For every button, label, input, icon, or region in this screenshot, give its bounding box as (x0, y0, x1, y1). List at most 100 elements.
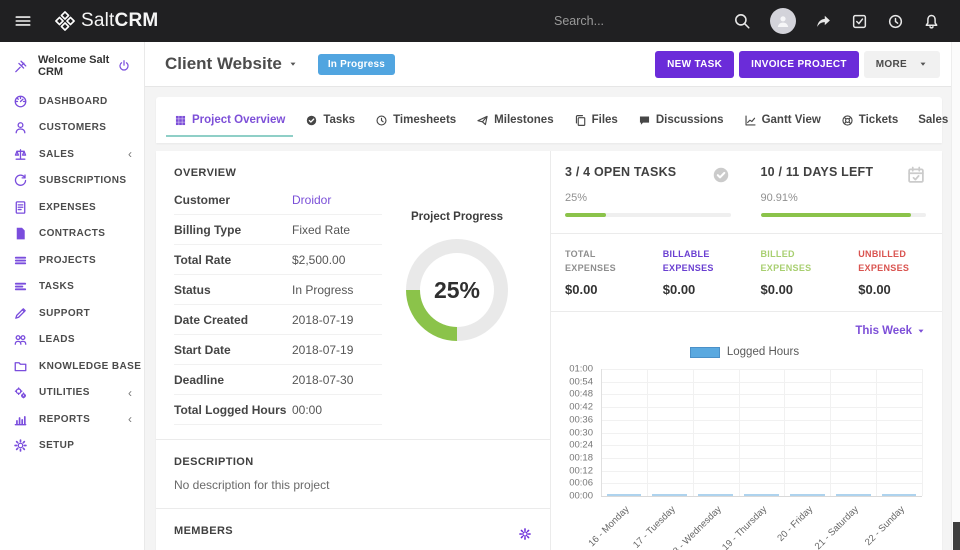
overview-panel: OVERVIEW Customer Droidor Billing Type Fix… (156, 151, 550, 439)
overview-left-column: OVERVIEW Customer Droidor Billing Type Fix… (156, 151, 551, 550)
stats-row: 3 / 4 OPEN TASKS 25% 10 / 11 DAYS LEFT 9… (551, 151, 942, 234)
more-caret-icon (918, 59, 928, 69)
sidebar-item-knowledge-base[interactable]: KNOWLEDGE BASE (0, 353, 144, 380)
user-avatar[interactable] (770, 8, 796, 34)
sidebar-item-dashboard[interactable]: DASHBOARD (0, 88, 144, 115)
days-left-percent: 90.91% (760, 192, 798, 204)
grid-icon (174, 114, 187, 127)
tab-discussions[interactable]: Discussions (628, 97, 734, 143)
sidebar-item-label: UTILITIES (39, 387, 90, 399)
table-row: Date Created 2018-07-19 (174, 305, 382, 335)
sidebar-item-setup[interactable]: SETUP (0, 433, 144, 460)
tab-tasks[interactable]: Tasks (295, 97, 365, 143)
scales-icon (12, 147, 28, 162)
expense-total: TOTAL EXPENSES $0.00 (565, 249, 616, 297)
main-area: Client Website In Progress NEW TASK INVO… (145, 42, 960, 550)
description-text: No description for this project (174, 478, 330, 492)
tab-files[interactable]: Files (564, 97, 628, 143)
notifications-bell-icon[interactable] (923, 13, 940, 30)
chevron-left-icon: ‹ (128, 147, 132, 162)
members-panel: MEMBERS Salt CRM Demo Total Logged Time:… (156, 508, 550, 550)
customer-link[interactable]: Droidor (292, 192, 332, 207)
document-icon (12, 200, 28, 215)
task-list-icon (12, 279, 28, 294)
chat-bubble-icon (638, 114, 651, 127)
sidebar-item-sales[interactable]: SALES ‹ (0, 141, 144, 168)
sidebar: Welcome Salt CRM DASHBOARD CUSTOMERS SAL… (0, 42, 145, 550)
sidebar-item-subscriptions[interactable]: SUBSCRIPTIONS (0, 168, 144, 195)
status-badge: In Progress (317, 53, 396, 75)
file-icon (12, 226, 28, 241)
sidebar-item-label: TASKS (39, 281, 75, 293)
sidebar-item-reports[interactable]: REPORTS ‹ (0, 406, 144, 433)
title-caret-icon (288, 59, 298, 69)
clock-icon[interactable] (887, 13, 904, 30)
bar-chart-icon (12, 412, 28, 427)
overview-right-column: 3 / 4 OPEN TASKS 25% 10 / 11 DAYS LEFT 9… (551, 151, 942, 550)
table-row: Billing Type Fixed Rate (174, 215, 382, 245)
overview-card: OVERVIEW Customer Droidor Billing Type Fix… (156, 151, 942, 550)
open-tasks-stat: 3 / 4 OPEN TASKS 25% (551, 151, 747, 233)
list-bars-icon (12, 253, 28, 268)
days-left-title: 10 / 11 DAYS LEFT (760, 165, 874, 179)
expense-billed: BILLED EXPENSES $0.00 (760, 249, 812, 297)
refresh-icon (12, 173, 28, 188)
sidebar-item-label: DASHBOARD (39, 95, 108, 107)
description-panel: DESCRIPTION No description for this proj… (156, 439, 550, 508)
search-icon[interactable] (733, 12, 751, 30)
open-tasks-progressbar (565, 213, 731, 217)
days-left-progressbar (760, 213, 926, 217)
welcome-link[interactable]: Welcome Salt CRM (38, 54, 110, 78)
page-header: Client Website In Progress NEW TASK INVO… (145, 42, 960, 87)
new-task-button[interactable]: NEW TASK (655, 50, 735, 78)
members-settings-gear-icon[interactable] (518, 527, 532, 541)
sidebar-item-leads[interactable]: LEADS (0, 327, 144, 354)
members-heading: MEMBERS (174, 525, 234, 537)
expenses-row: TOTAL EXPENSES $0.00 BILLABLE EXPENSES $0.… (551, 234, 942, 312)
table-row: Total Rate $2,500.00 (174, 245, 382, 275)
logout-power-icon[interactable] (116, 59, 132, 73)
page-content: Project Overview Tasks Timesheets Milest… (145, 87, 960, 550)
topbar-actions (552, 8, 960, 34)
page-title[interactable]: Client Website (165, 54, 298, 74)
sidebar-item-utilities[interactable]: UTILITIES ‹ (0, 380, 144, 407)
tab-milestones[interactable]: Milestones (466, 97, 563, 143)
more-button[interactable]: MORE (863, 50, 940, 78)
days-left-stat: 10 / 11 DAYS LEFT 90.91% (747, 151, 943, 233)
sidebar-item-label: CONTRACTS (39, 228, 106, 240)
sidebar-item-support[interactable]: SUPPORT (0, 300, 144, 327)
tab-gantt-view[interactable]: Gantt View (734, 97, 831, 143)
table-row: Total Logged Hours 00:00 (174, 395, 382, 425)
tab-tickets[interactable]: Tickets (831, 97, 908, 143)
sidebar-item-label: PROJECTS (39, 254, 97, 266)
folder-icon (12, 359, 28, 374)
logo-text: SaltCRM (81, 10, 159, 31)
scrollbar-thumb[interactable] (953, 522, 960, 550)
life-ring-icon (841, 114, 854, 127)
period-selector[interactable]: This Week (855, 325, 926, 337)
chart-legend-item[interactable]: Logged Hours (561, 346, 928, 358)
search-input[interactable] (552, 13, 714, 29)
todo-checkbox-icon[interactable] (851, 13, 868, 30)
expense-billable: BILLABLE EXPENSES $0.00 (662, 249, 714, 297)
tab-project-overview[interactable]: Project Overview (164, 97, 295, 143)
menu-icon[interactable] (14, 12, 32, 30)
app-logo[interactable]: SaltCRM (54, 10, 158, 32)
sidebar-item-label: SUPPORT (39, 307, 91, 319)
share-arrow-icon[interactable] (815, 13, 832, 30)
sidebar-item-customers[interactable]: CUSTOMERS (0, 115, 144, 142)
table-row: Customer Droidor (174, 185, 382, 215)
legend-label: Logged Hours (726, 346, 800, 358)
logged-hours-chart: This Week Logged Hours 01:00 00:54 00:48 00… (551, 312, 942, 550)
tab-timesheets[interactable]: Timesheets (365, 97, 466, 143)
check-circle-icon (305, 114, 318, 127)
scrollbar-track[interactable] (951, 42, 960, 550)
sidebar-item-contracts[interactable]: CONTRACTS (0, 221, 144, 248)
invoice-project-button[interactable]: INVOICE PROJECT (739, 50, 859, 78)
sidebar-item-projects[interactable]: PROJECTS (0, 247, 144, 274)
sidebar-item-tasks[interactable]: TASKS (0, 274, 144, 301)
project-tabs: Project Overview Tasks Timesheets Milest… (156, 97, 960, 143)
sidebar-item-expenses[interactable]: EXPENSES (0, 194, 144, 221)
legend-swatch (689, 346, 720, 358)
saltcrm-logo-icon (54, 10, 76, 32)
